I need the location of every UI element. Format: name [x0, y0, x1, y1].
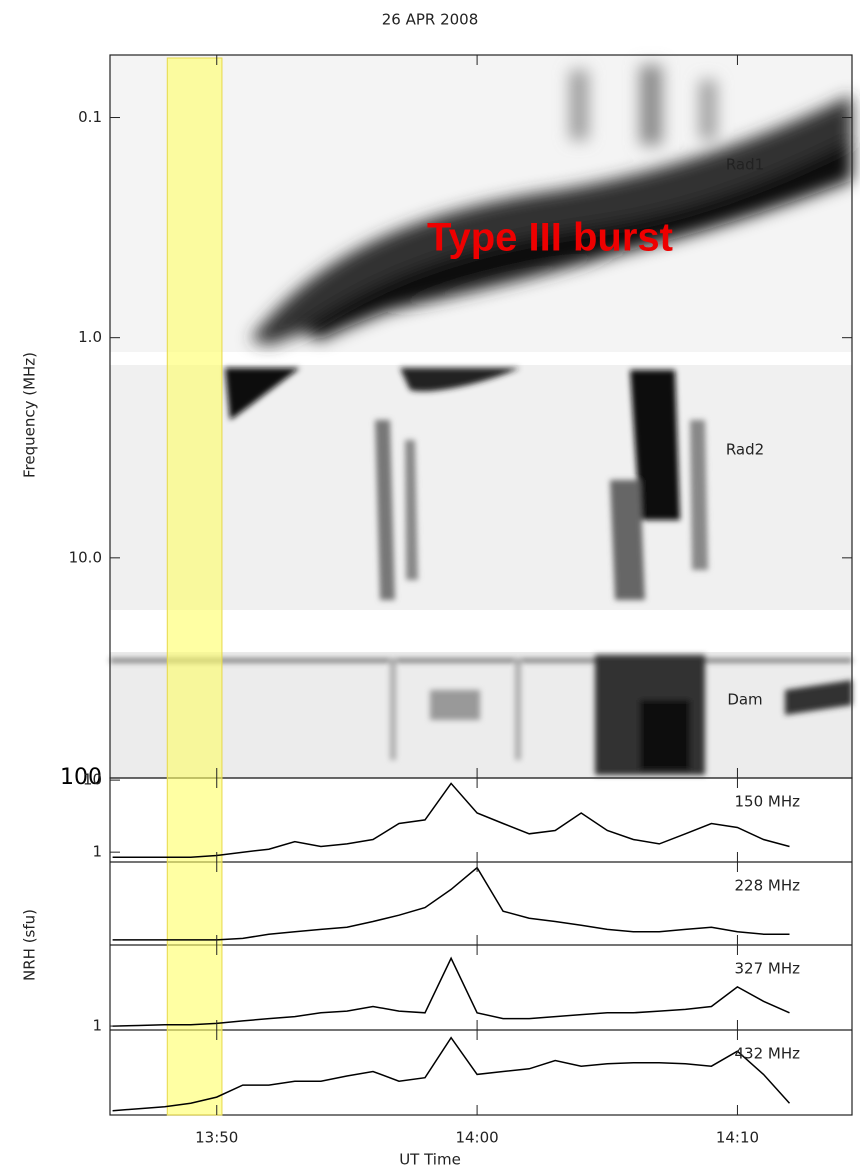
- y-tick-label: 1: [92, 843, 102, 861]
- x-tick-label: 13:50: [195, 1129, 238, 1147]
- spectrogram-image: [110, 55, 852, 778]
- light-curve: [112, 956, 790, 1027]
- panel-label: 432 MHz: [735, 1045, 801, 1063]
- panel-label: 150 MHz: [735, 793, 801, 811]
- x-tick-label: 14:10: [716, 1129, 759, 1147]
- light-curve: [112, 782, 790, 858]
- y-axis-label: Frequency (MHz): [21, 352, 39, 478]
- y-tick-label: 10.0: [69, 548, 102, 566]
- frame: [109, 54, 853, 1116]
- light-curve: [112, 866, 790, 941]
- x-tick-label: 14:00: [455, 1129, 498, 1147]
- y-axis-label: NRH (sfu): [21, 909, 39, 981]
- dam-background: [110, 652, 852, 778]
- y-tick-label: 100: [60, 765, 102, 790]
- y-tick-label: 1: [92, 1017, 102, 1035]
- light-curve: [112, 1036, 791, 1112]
- chart-title: 26 APR 2008: [382, 11, 479, 29]
- annotation: Type III burst: [427, 216, 673, 260]
- panel-label: 327 MHz: [735, 960, 801, 978]
- rad1-burst: [250, 65, 852, 345]
- dam-bursts: [110, 655, 852, 775]
- band-label: Dam: [727, 691, 762, 709]
- band-label: Rad2: [726, 441, 764, 459]
- highlight-band: [166, 57, 223, 1116]
- band-label: Rad1: [726, 156, 764, 174]
- y-tick-label: 0.1: [78, 108, 102, 126]
- panel-label: 228 MHz: [735, 877, 801, 895]
- y-tick-label: 10: [83, 771, 102, 789]
- rad2-bursts: [225, 368, 708, 600]
- y-tick-label: 1.0: [78, 328, 102, 346]
- x-axis-label: UT Time: [399, 1151, 461, 1169]
